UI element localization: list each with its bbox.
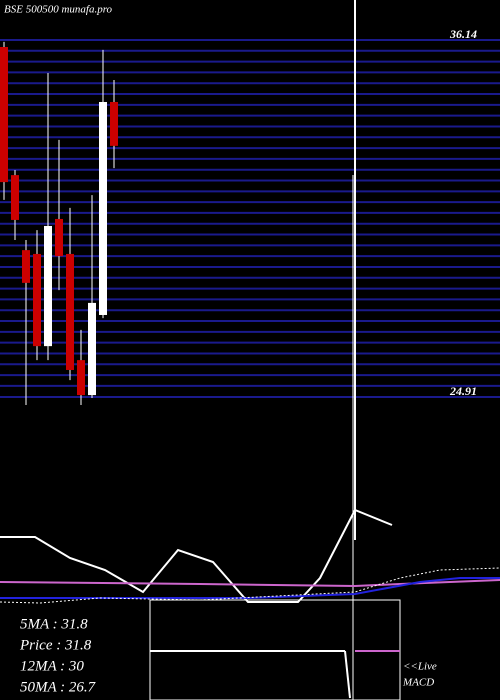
y-tick-label: 36.14 bbox=[449, 27, 477, 41]
candle-body bbox=[110, 101, 118, 146]
grid bbox=[0, 39, 500, 398]
indicator-label: 5MA : 31.8 bbox=[20, 616, 88, 632]
live-label: <<Live bbox=[403, 661, 437, 673]
candle-body bbox=[77, 360, 85, 396]
candle-body bbox=[11, 175, 19, 220]
indicator-line bbox=[0, 577, 500, 599]
candle-body bbox=[33, 253, 41, 347]
indicator-line bbox=[0, 508, 393, 603]
indicator-line bbox=[0, 579, 500, 588]
candles bbox=[0, 41, 118, 405]
candle-body bbox=[0, 46, 8, 183]
candle-body bbox=[44, 225, 52, 347]
candle-body bbox=[88, 302, 96, 396]
indicator-label: Price : 31.8 bbox=[19, 637, 92, 653]
candle-body bbox=[55, 218, 63, 257]
candle-body bbox=[99, 101, 107, 315]
chart-title: BSE 500500 munafa.pro bbox=[4, 4, 113, 16]
candle-body bbox=[66, 253, 74, 370]
indicator-label: 50MA : 26.7 bbox=[20, 679, 97, 695]
candle-body bbox=[22, 250, 30, 283]
indicator-label: 12MA : 30 bbox=[20, 658, 84, 674]
macd-label: MACD bbox=[402, 677, 434, 689]
macd-line bbox=[344, 650, 351, 699]
y-tick-label: 24.91 bbox=[449, 384, 477, 398]
indicator-line bbox=[0, 567, 500, 604]
